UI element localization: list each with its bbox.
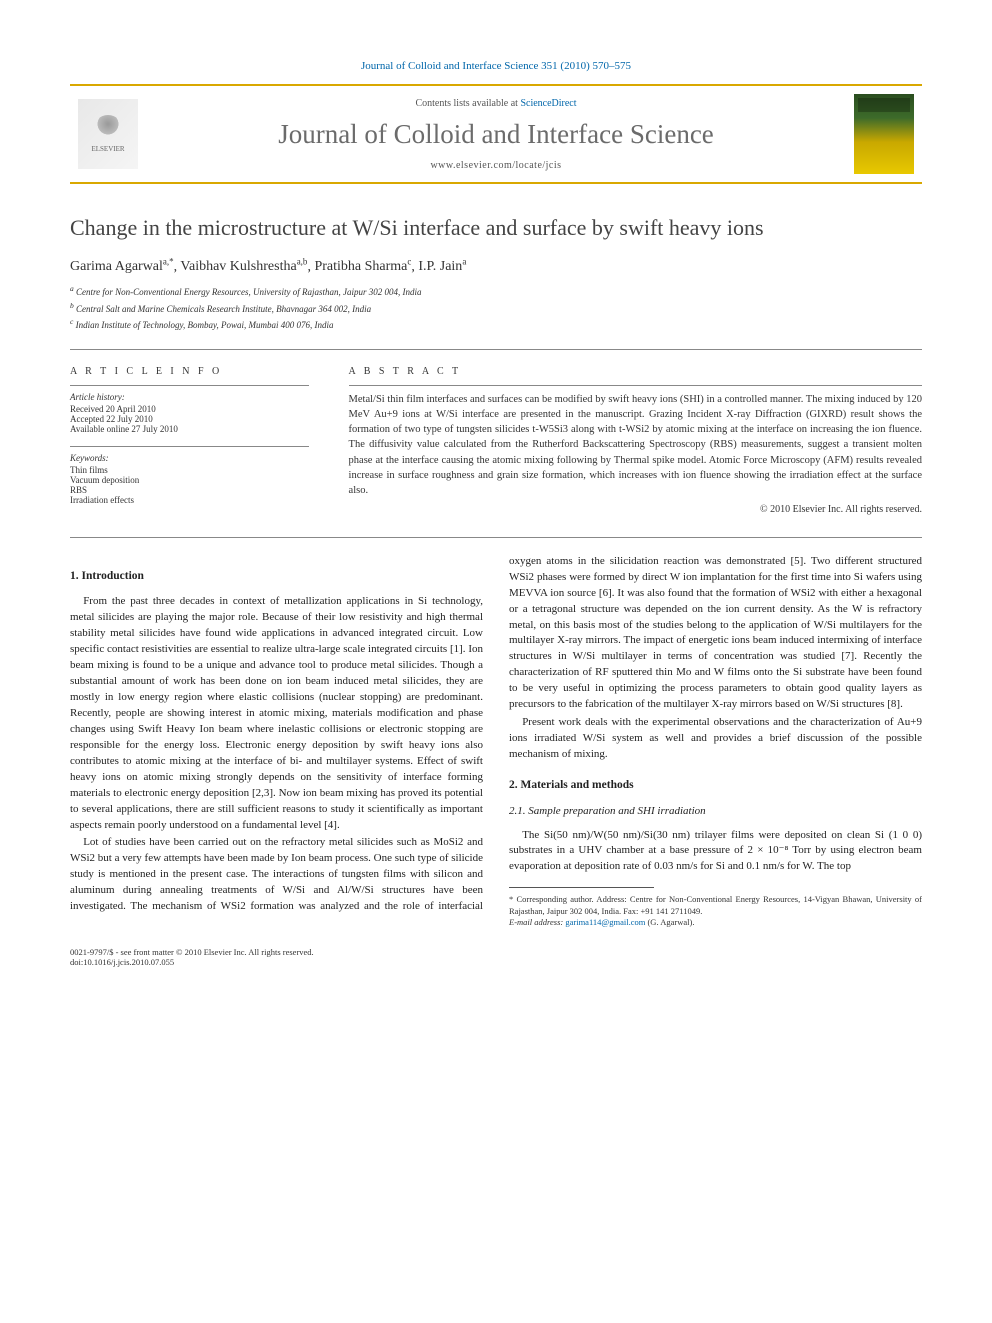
header-citation: Journal of Colloid and Interface Science…: [70, 60, 922, 72]
body-columns: 1. Introduction From the past three deca…: [70, 554, 922, 929]
copyright: © 2010 Elsevier Inc. All rights reserved…: [349, 504, 922, 515]
corresponding-author-note: * Corresponding author. Address: Centre …: [509, 894, 922, 917]
history-label: Article history:: [70, 392, 309, 402]
keyword: Vacuum deposition: [70, 475, 309, 485]
journal-banner: ELSEVIER Contents lists available at Sci…: [70, 84, 922, 184]
page-footer: 0021-9797/$ - see front matter © 2010 El…: [70, 943, 922, 967]
author: Garima Agarwala,*: [70, 259, 174, 274]
abstract-text: Metal/Si thin film interfaces and surfac…: [349, 392, 922, 499]
keyword: Irradiation effects: [70, 495, 309, 505]
keywords-label: Keywords:: [70, 453, 309, 463]
elsevier-logo: ELSEVIER: [78, 99, 138, 169]
online-date: Available online 27 July 2010: [70, 424, 309, 434]
author: Vaibhav Kulshresthaa,b: [180, 259, 307, 274]
footnote-separator: [509, 887, 654, 888]
citation-link[interactable]: Journal of Colloid and Interface Science…: [361, 60, 631, 72]
affiliation: c Indian Institute of Technology, Bombay…: [70, 316, 922, 333]
sciencedirect-link[interactable]: ScienceDirect: [520, 98, 576, 109]
received-date: Received 20 April 2010: [70, 404, 309, 414]
contents-available: Contents lists available at ScienceDirec…: [148, 98, 844, 109]
keyword: RBS: [70, 485, 309, 495]
page-container: Journal of Colloid and Interface Science…: [0, 0, 992, 1007]
methods-heading: 2. Materials and methods: [509, 777, 922, 794]
paragraph: From the past three decades in context o…: [70, 594, 483, 833]
paragraph: Present work deals with the experimental…: [509, 715, 922, 763]
article-meta-row: A R T I C L E I N F O Article history: R…: [70, 366, 922, 517]
affiliations: a Centre for Non-Conventional Energy Res…: [70, 283, 922, 333]
footer-left: 0021-9797/$ - see front matter © 2010 El…: [70, 947, 314, 967]
authors-list: Garima Agarwala,*, Vaibhav Kulshresthaa,…: [70, 257, 922, 276]
elsevier-tree-icon: [93, 115, 123, 145]
keyword: Thin films: [70, 465, 309, 475]
intro-heading: 1. Introduction: [70, 568, 483, 585]
banner-center: Contents lists available at ScienceDirec…: [138, 98, 854, 171]
author: I.P. Jaina: [418, 259, 466, 274]
affiliation: b Central Salt and Marine Chemicals Rese…: [70, 300, 922, 317]
author: Pratibha Sharmac: [314, 259, 411, 274]
methods-subheading: 2.1. Sample preparation and SHI irradiat…: [509, 804, 922, 820]
abstract-heading: A B S T R A C T: [349, 366, 922, 377]
journal-url[interactable]: www.elsevier.com/locate/jcis: [148, 160, 844, 171]
article-info: A R T I C L E I N F O Article history: R…: [70, 366, 309, 517]
article-title: Change in the microstructure at W/Si int…: [70, 214, 922, 243]
accepted-date: Accepted 22 July 2010: [70, 414, 309, 424]
publisher-name: ELSEVIER: [91, 145, 124, 153]
divider: [70, 349, 922, 350]
abstract-block: A B S T R A C T Metal/Si thin film inter…: [349, 366, 922, 517]
divider: [70, 537, 922, 538]
email-note: E-mail address: garima114@gmail.com (G. …: [509, 917, 922, 928]
affiliation: a Centre for Non-Conventional Energy Res…: [70, 283, 922, 300]
doi: doi:10.1016/j.jcis.2010.07.055: [70, 957, 314, 967]
author-email-link[interactable]: garima114@gmail.com: [565, 917, 645, 927]
journal-cover-thumbnail: [854, 94, 914, 174]
article-info-heading: A R T I C L E I N F O: [70, 366, 309, 377]
paragraph: The Si(50 nm)/W(50 nm)/Si(30 nm) trilaye…: [509, 828, 922, 876]
journal-name: Journal of Colloid and Interface Science: [148, 119, 844, 150]
footnotes: * Corresponding author. Address: Centre …: [509, 894, 922, 928]
